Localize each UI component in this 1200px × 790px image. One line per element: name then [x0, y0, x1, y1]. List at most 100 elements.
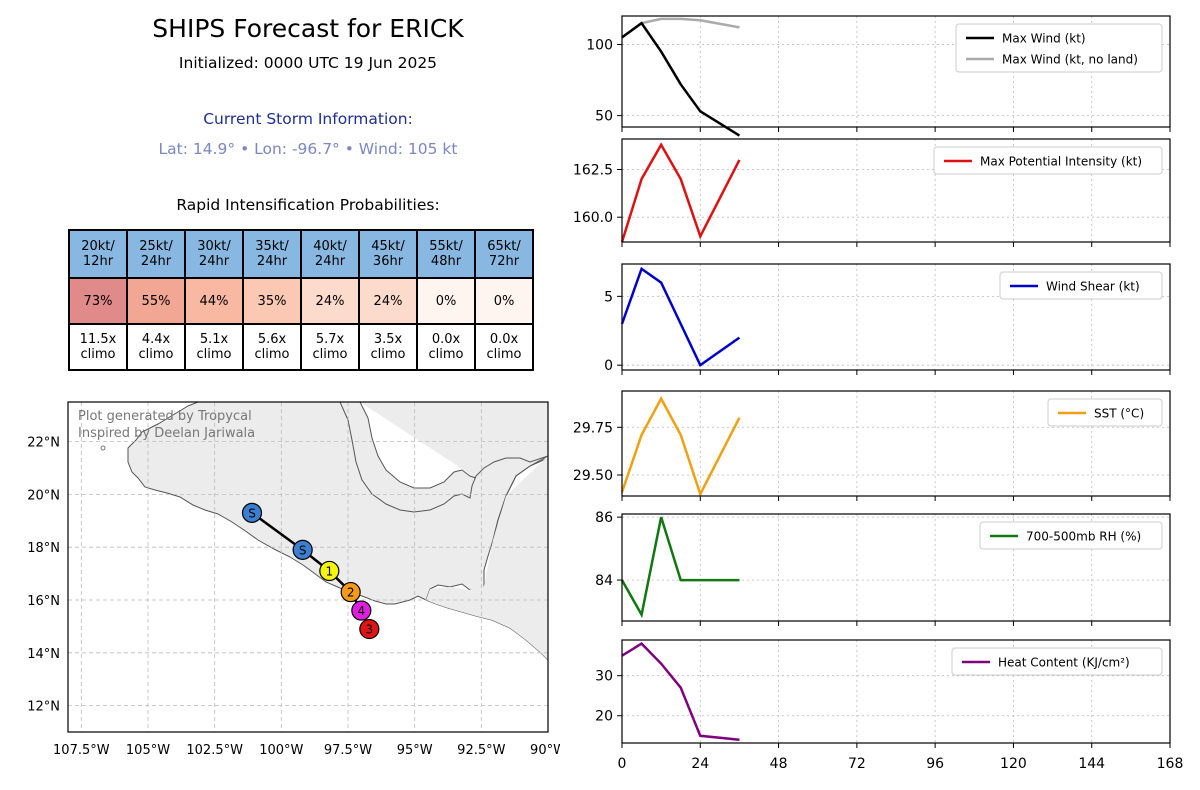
legend-label: Heat Content (KJ/cm²): [998, 656, 1130, 670]
chart-frame: [621, 513, 1171, 622]
map-lat-label: 18°N: [27, 541, 60, 556]
legend-label: Max Wind (kt, no land): [1002, 53, 1138, 67]
map-lat-label: 20°N: [27, 488, 60, 503]
ri-climo-cell: 5.1x climo: [184, 323, 244, 371]
x-tick-label: 24: [691, 756, 709, 772]
chart-frame: [621, 138, 1171, 243]
ri-header-cell: 45kt/36hr: [358, 229, 418, 279]
track-point-label: S: [248, 506, 256, 520]
credit-line-1: Plot generated by Tropycal: [78, 409, 252, 424]
ri-climo-cell: 5.6x climo: [242, 323, 302, 371]
y-tick-label: 100: [586, 37, 613, 53]
track-point-label: 4: [358, 604, 366, 618]
map-lat-label: 12°N: [27, 700, 60, 715]
ri-prob-cell: 44%: [184, 277, 244, 325]
ri-header-cell: 65kt/72hr: [474, 229, 534, 279]
track-point-label: 3: [366, 623, 374, 637]
map-lon-label: 102.5°W: [186, 743, 243, 758]
y-tick-label: 30: [595, 669, 613, 685]
map-axis-labels: 22°N 20°N 18°N 16°N 14°N 12°N 107.5°W 105°W 102.…: [27, 436, 560, 758]
y-tick-label: 84: [595, 573, 613, 589]
track-point: [241, 502, 263, 523]
y-tick-label: 20: [595, 709, 613, 725]
x-tick-label: 120: [1000, 756, 1027, 772]
chart-frame: [621, 263, 1171, 371]
ri-header-cell: 35kt/24hr: [242, 229, 302, 279]
chart-frame: [621, 15, 1171, 128]
ri-climo-cell: 5.7x climo: [300, 323, 360, 371]
track-point: [359, 618, 380, 640]
init-time: Initialized: 0000 UTC 19 Jun 2025: [178, 54, 438, 72]
ri-prob-cell: 35%: [242, 277, 302, 325]
ri-header-cell: 20kt/12hr: [68, 229, 128, 279]
y-tick-label: 86: [595, 510, 613, 526]
chart-legend: Max Wind (kt) Max Wind (kt, no land): [955, 23, 1163, 73]
x-tick-label: 144: [1078, 756, 1105, 772]
y-tick-label: 50: [595, 109, 613, 125]
ri-prob-cell: 24%: [358, 277, 418, 325]
ri-climo-cell: 3.5x climo: [358, 323, 418, 371]
chart-frame: [621, 639, 1171, 744]
legend-label: 700-500mb RH (%): [1026, 530, 1141, 544]
ri-climo-cell: 0.0x climo: [416, 323, 476, 371]
ri-table-title: Rapid Intensification Probabilities:: [176, 196, 440, 214]
chart-legend: Heat Content (KJ/cm²): [951, 647, 1163, 676]
y-tick-label: 29.50: [573, 468, 613, 484]
ri-climo-cell: 0.0x climo: [474, 323, 534, 371]
ri-prob-cell: 73%: [68, 277, 128, 325]
ri-prob-cell: 24%: [300, 277, 360, 325]
series-line: [621, 642, 740, 742]
map-lon-label: 105°W: [126, 743, 170, 758]
chart-panel-6: 20 30 Heat Content (KJ/cm²): [595, 639, 1171, 748]
y-tick-label: 162.5: [573, 163, 613, 179]
y-tick-label: 5: [604, 289, 613, 305]
map-lat-label: 22°N: [27, 436, 60, 451]
x-tick-label: 168: [1157, 756, 1184, 772]
chart-frame: [621, 390, 1171, 497]
legend-label: Wind Shear (kt): [1046, 280, 1140, 294]
ri-header-cell: 55kt/48hr: [416, 229, 476, 279]
series-line: [620, 396, 741, 498]
ri-header-cell: 30kt/24hr: [184, 229, 244, 279]
ri-prob-cell: 0%: [416, 277, 476, 325]
ri-header-row: 20kt/12hr 25kt/24hr 30kt/24hr 35kt/24hr …: [68, 229, 534, 279]
page-title: SHIPS Forecast for ERICK: [152, 14, 464, 43]
ri-header-cell: 25kt/24hr: [126, 229, 186, 279]
ri-prob-cell: 55%: [126, 277, 186, 325]
track-point-label: 2: [347, 586, 355, 600]
track-point: [351, 600, 372, 621]
ri-prob-cell: 0%: [474, 277, 534, 325]
chart-panel-4: 29.50 29.75 SST (°C): [573, 390, 1171, 501]
map-lon-label: 90°W: [530, 743, 560, 758]
chart-legend: SST (°C): [1047, 398, 1163, 427]
chart-legend: Max Potential Intensity (kt): [933, 146, 1163, 175]
map-lon-label: 92.5°W: [457, 743, 505, 758]
credit-line-2: Inspired by Deelan Jariwala: [78, 426, 255, 441]
chart-legend: 700-500mb RH (%): [979, 521, 1163, 550]
map-lon-label: 95°W: [397, 743, 433, 758]
legend-label: Max Wind (kt): [1002, 32, 1086, 46]
ri-climo-cell: 4.4x climo: [126, 323, 186, 371]
map-lat-label: 16°N: [27, 594, 60, 609]
series-line: [620, 266, 741, 368]
series-line: [620, 142, 741, 243]
ri-table: 20kt/12hr 25kt/24hr 30kt/24hr 35kt/24hr …: [68, 229, 534, 371]
x-tick-label: 96: [926, 756, 944, 772]
x-tick-label: 0: [618, 756, 627, 772]
map-lat-label: 14°N: [27, 647, 60, 662]
track-point: [319, 560, 340, 582]
ri-climo-row: 11.5x climo 4.4x climo 5.1x climo 5.6x climo…: [68, 323, 534, 371]
series-line: [620, 516, 740, 619]
x-tick-label: 48: [770, 756, 788, 772]
legend-label: SST (°C): [1094, 407, 1144, 421]
map-frame: [67, 401, 549, 733]
chart-legend: Wind Shear (kt): [999, 271, 1163, 300]
track-point-label: 1: [326, 564, 334, 578]
chart-panel-1: 50 100 Max Wind (kt) Max Wind (kt, no land): [586, 15, 1171, 137]
map-lon-label: 107.5°W: [53, 743, 110, 758]
map-gridlines: [68, 402, 549, 732]
track-point: [340, 581, 361, 603]
